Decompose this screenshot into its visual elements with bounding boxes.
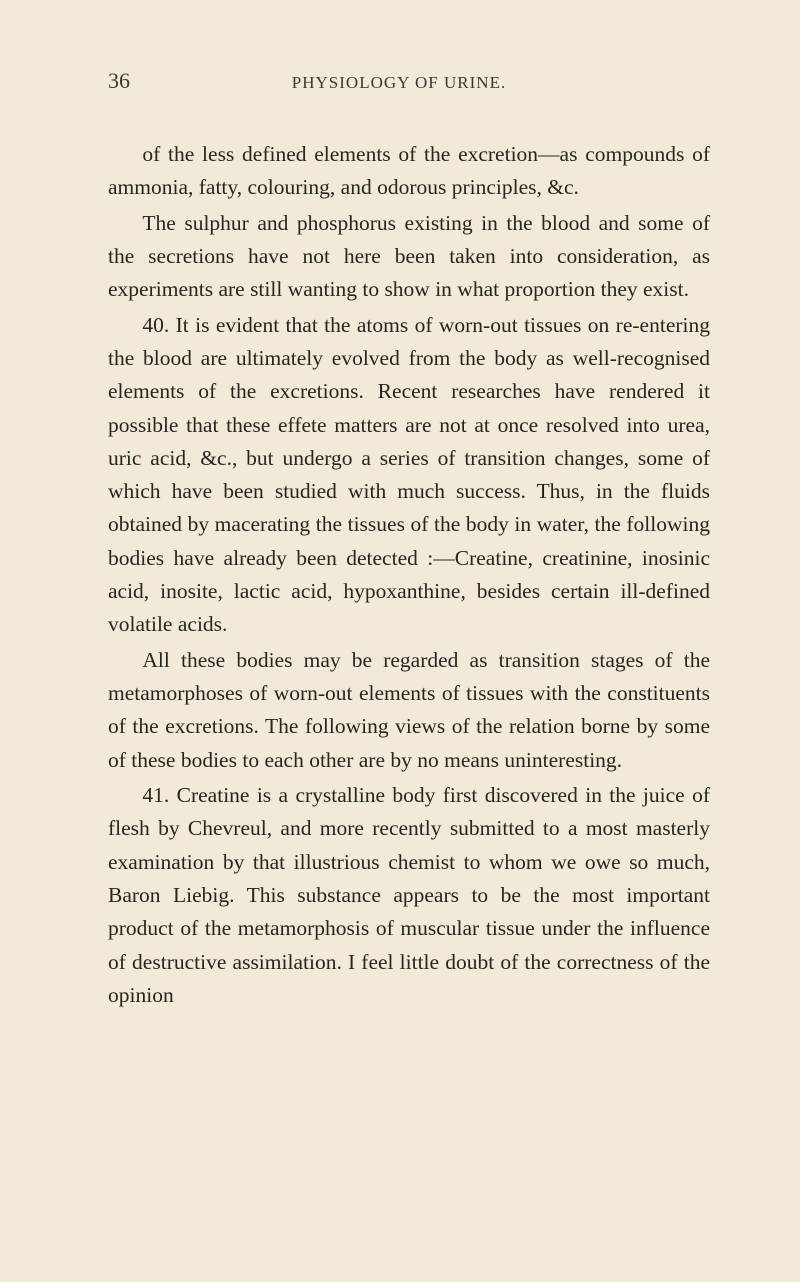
- book-page: 36 PHYSIOLOGY OF URINE. of the less defi…: [0, 0, 800, 1282]
- paragraph: 40. It is evident that the atoms of worn…: [108, 309, 710, 642]
- paragraph: of the less defined elements of the excr…: [108, 138, 710, 205]
- page-number: 36: [108, 68, 130, 94]
- paragraph: The sulphur and phosphorus existing in t…: [108, 207, 710, 307]
- running-head: PHYSIOLOGY OF URINE.: [130, 73, 710, 93]
- body-text: of the less defined elements of the excr…: [108, 138, 710, 1012]
- paragraph: 41. Creatine is a crystalline body first…: [108, 779, 710, 1012]
- paragraph: All these bodies may be regarded as tran…: [108, 644, 710, 777]
- page-header: 36 PHYSIOLOGY OF URINE.: [108, 68, 710, 94]
